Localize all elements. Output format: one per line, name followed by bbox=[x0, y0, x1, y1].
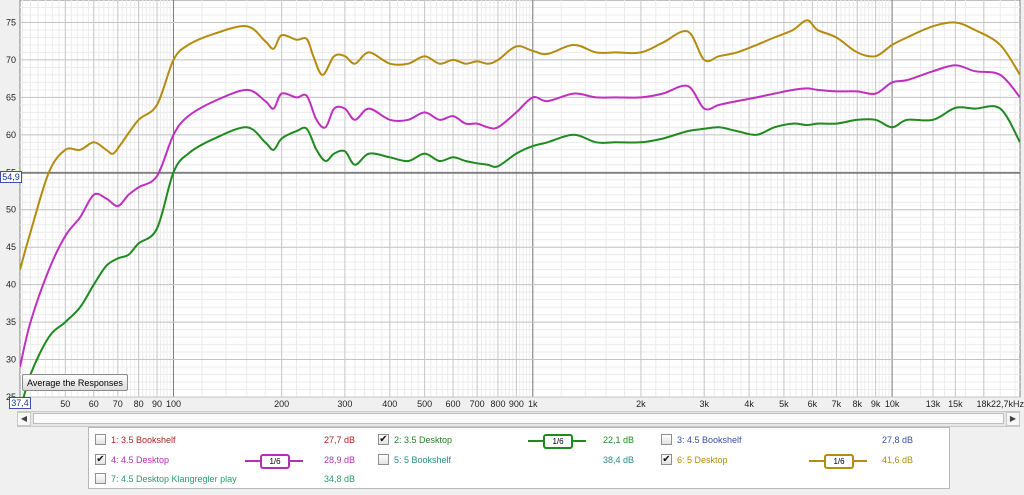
scrollbar-thumb[interactable] bbox=[33, 413, 1004, 424]
x-tick-label: 500 bbox=[417, 399, 432, 409]
legend-item-1[interactable]: 1: 3.5 Bookshelf 27,7 dB bbox=[95, 432, 365, 448]
y-tick-label: 50 bbox=[6, 205, 16, 215]
legend-item-7[interactable]: 7: 4.5 Desktop Klangregler play 34,8 dB bbox=[95, 471, 365, 487]
y-tick-label: 45 bbox=[6, 242, 16, 252]
x-tick-label: 80 bbox=[134, 399, 144, 409]
x-tick-label: 9k bbox=[871, 399, 881, 409]
smoothing-indicator[interactable]: 1/6 bbox=[245, 454, 303, 469]
scroll-left-icon[interactable]: ◀ bbox=[17, 412, 31, 426]
x-end-label: 22,7kHz bbox=[991, 399, 1024, 409]
legend-label: 2: 3.5 Desktop bbox=[394, 435, 453, 445]
x-tick-label: 1k bbox=[528, 399, 538, 409]
series-line-2-3-5-desktop bbox=[22, 105, 1020, 397]
y-marker-readout: 54,9 bbox=[0, 171, 22, 183]
smoothing-value: 1/6 bbox=[543, 434, 573, 449]
frequency-response-graph[interactable]: 50 60 70 80 90 100 200 300 400 500 600 700 800 900 1k 2… bbox=[0, 0, 1024, 410]
x-tick-label: 50 bbox=[60, 399, 70, 409]
legend-label: 6: 5 Desktop bbox=[677, 455, 728, 465]
legend-label: 3: 4.5 Bookshelf bbox=[677, 435, 742, 445]
average-responses-button[interactable]: Average the Responses bbox=[22, 374, 128, 391]
horizontal-scrollbar[interactable]: ◀ ▶ bbox=[17, 411, 1020, 427]
x-tick-label: 100 bbox=[166, 399, 181, 409]
scroll-right-icon[interactable]: ▶ bbox=[1006, 412, 1020, 426]
x-tick-label: 18k bbox=[977, 399, 992, 409]
y-tick-label: 75 bbox=[6, 17, 16, 27]
x-tick-label: 3k bbox=[699, 399, 709, 409]
x-tick-label: 800 bbox=[490, 399, 505, 409]
y-tick-label: 65 bbox=[6, 92, 16, 102]
visibility-checkbox[interactable]: ✔ bbox=[95, 454, 106, 465]
x-tick-label: 70 bbox=[113, 399, 123, 409]
smoothing-value: 1/6 bbox=[824, 454, 854, 469]
visibility-checkbox[interactable] bbox=[95, 434, 106, 445]
legend-value: 28,9 dB bbox=[323, 455, 355, 465]
x-tick-label: 8k bbox=[853, 399, 863, 409]
x-tick-label: 4k bbox=[744, 399, 754, 409]
x-tick-label: 60 bbox=[89, 399, 99, 409]
smoothing-indicator[interactable]: 1/6 bbox=[528, 434, 586, 449]
legend-value: 27,8 dB bbox=[881, 435, 913, 445]
legend-item-4[interactable]: ✔ 4: 4.5 Desktop 1/6 28,9 dB bbox=[95, 452, 365, 469]
legend-label: 7: 4.5 Desktop Klangregler play bbox=[111, 474, 237, 484]
legend-item-2[interactable]: ✔ 2: 3.5 Desktop 1/6 22,1 dB bbox=[378, 432, 648, 449]
legend-label: 5: 5 Bookshelf bbox=[394, 455, 452, 465]
frequency-response-chart: 50 60 70 80 90 100 200 300 400 500 600 700 800 900 1k 2… bbox=[6, 0, 1024, 409]
x-tick-label: 90 bbox=[152, 399, 162, 409]
y-tick-label: 35 bbox=[6, 317, 16, 327]
x-tick-label: 15k bbox=[948, 399, 963, 409]
x-tick-label: 2k bbox=[636, 399, 646, 409]
smoothing-indicator[interactable]: 1/6 bbox=[809, 454, 867, 469]
legend-value: 22,1 dB bbox=[602, 435, 634, 445]
legend-item-6[interactable]: ✔ 6: 5 Desktop 1/6 41,6 dB bbox=[661, 452, 931, 469]
x-tick-label: 600 bbox=[446, 399, 461, 409]
legend-item-5[interactable]: 5: 5 Bookshelf 38,4 dB bbox=[378, 452, 648, 468]
legend-label: 4: 4.5 Desktop bbox=[111, 455, 170, 465]
visibility-checkbox[interactable] bbox=[378, 454, 389, 465]
x-tick-label: 10k bbox=[885, 399, 900, 409]
visibility-checkbox[interactable]: ✔ bbox=[378, 434, 389, 445]
y-tick-label: 30 bbox=[6, 355, 16, 365]
legend-value: 27,7 dB bbox=[323, 435, 355, 445]
series-line-4-4-5-desktop bbox=[20, 64, 1020, 368]
x-tick-label: 13k bbox=[926, 399, 941, 409]
x-tick-label: 700 bbox=[470, 399, 485, 409]
x-tick-label: 400 bbox=[382, 399, 397, 409]
measurement-legend: 1: 3.5 Bookshelf 27,7 dB ✔ 2: 3.5 Deskto… bbox=[88, 427, 950, 489]
legend-label: 1: 3.5 Bookshelf bbox=[111, 435, 176, 445]
visibility-checkbox[interactable]: ✔ bbox=[661, 454, 672, 465]
y-tick-label: 40 bbox=[6, 280, 16, 290]
legend-item-3[interactable]: 3: 4.5 Bookshelf 27,8 dB bbox=[661, 432, 931, 448]
x-tick-label: 5k bbox=[779, 399, 789, 409]
x-tick-label: 7k bbox=[832, 399, 842, 409]
x-tick-label: 900 bbox=[509, 399, 524, 409]
series-line-6-5-desktop bbox=[20, 19, 1020, 270]
x-tick-label: 6k bbox=[808, 399, 818, 409]
visibility-checkbox[interactable] bbox=[95, 473, 106, 484]
legend-value: 34,8 dB bbox=[323, 474, 355, 484]
smoothing-value: 1/6 bbox=[260, 454, 290, 469]
x-tick-label: 300 bbox=[337, 399, 352, 409]
x-start-readout: 37,4 bbox=[9, 397, 31, 409]
legend-value: 38,4 dB bbox=[602, 455, 634, 465]
y-tick-label: 60 bbox=[6, 130, 16, 140]
visibility-checkbox[interactable] bbox=[661, 434, 672, 445]
legend-value: 41,6 dB bbox=[881, 455, 913, 465]
y-tick-label: 70 bbox=[6, 55, 16, 65]
x-tick-label: 200 bbox=[274, 399, 289, 409]
